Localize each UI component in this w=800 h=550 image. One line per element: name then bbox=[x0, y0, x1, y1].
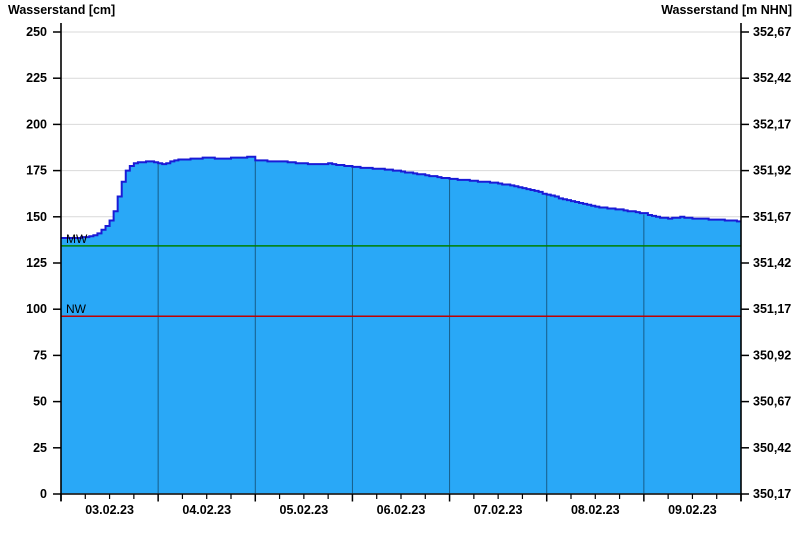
x-date-label: 08.02.23 bbox=[571, 503, 620, 517]
right-axis-title: Wasserstand [m NHN] bbox=[661, 3, 792, 17]
y-left-tick-label: 75 bbox=[33, 348, 47, 362]
y-right-tick-label: 351,67 bbox=[753, 210, 791, 224]
y-left-tick-label: 150 bbox=[26, 210, 47, 224]
y-left-tick-label: 250 bbox=[26, 25, 47, 39]
y-left-tick-label: 25 bbox=[33, 441, 47, 455]
water-level-area bbox=[61, 156, 741, 494]
y-left-tick-label: 50 bbox=[33, 395, 47, 409]
y-right-tick-label: 352,42 bbox=[753, 71, 791, 85]
y-right-tick-label: 350,42 bbox=[753, 441, 791, 455]
water-level-line bbox=[61, 155, 741, 240]
y-right-tick-label: 350,67 bbox=[753, 395, 791, 409]
y-left-tick-label: 225 bbox=[26, 71, 47, 85]
x-date-label: 09.02.23 bbox=[668, 503, 717, 517]
y-left-tick-label: 0 bbox=[40, 487, 47, 501]
y-right-tick-label: 352,17 bbox=[753, 117, 791, 131]
y-left-tick-label: 200 bbox=[26, 117, 47, 131]
y-right-tick-label: 350,92 bbox=[753, 348, 791, 362]
x-date-label: 06.02.23 bbox=[377, 503, 426, 517]
x-date-label: 07.02.23 bbox=[474, 503, 523, 517]
x-date-label: 04.02.23 bbox=[182, 503, 231, 517]
x-date-label: 03.02.23 bbox=[85, 503, 134, 517]
y-right-tick-label: 351,17 bbox=[753, 302, 791, 316]
mw-reference-label: MW bbox=[66, 232, 88, 246]
left-axis-title: Wasserstand [cm] bbox=[8, 3, 116, 17]
y-right-tick-label: 352,67 bbox=[753, 25, 791, 39]
y-right-tick-label: 350,17 bbox=[753, 487, 791, 501]
y-left-tick-label: 175 bbox=[26, 164, 47, 178]
y-left-tick-label: 125 bbox=[26, 256, 47, 270]
x-date-label: 05.02.23 bbox=[280, 503, 329, 517]
y-right-tick-label: 351,92 bbox=[753, 164, 791, 178]
y-left-tick-label: 100 bbox=[26, 302, 47, 316]
nw-reference-label: NW bbox=[66, 302, 87, 316]
y-right-tick-label: 351,42 bbox=[753, 256, 791, 270]
